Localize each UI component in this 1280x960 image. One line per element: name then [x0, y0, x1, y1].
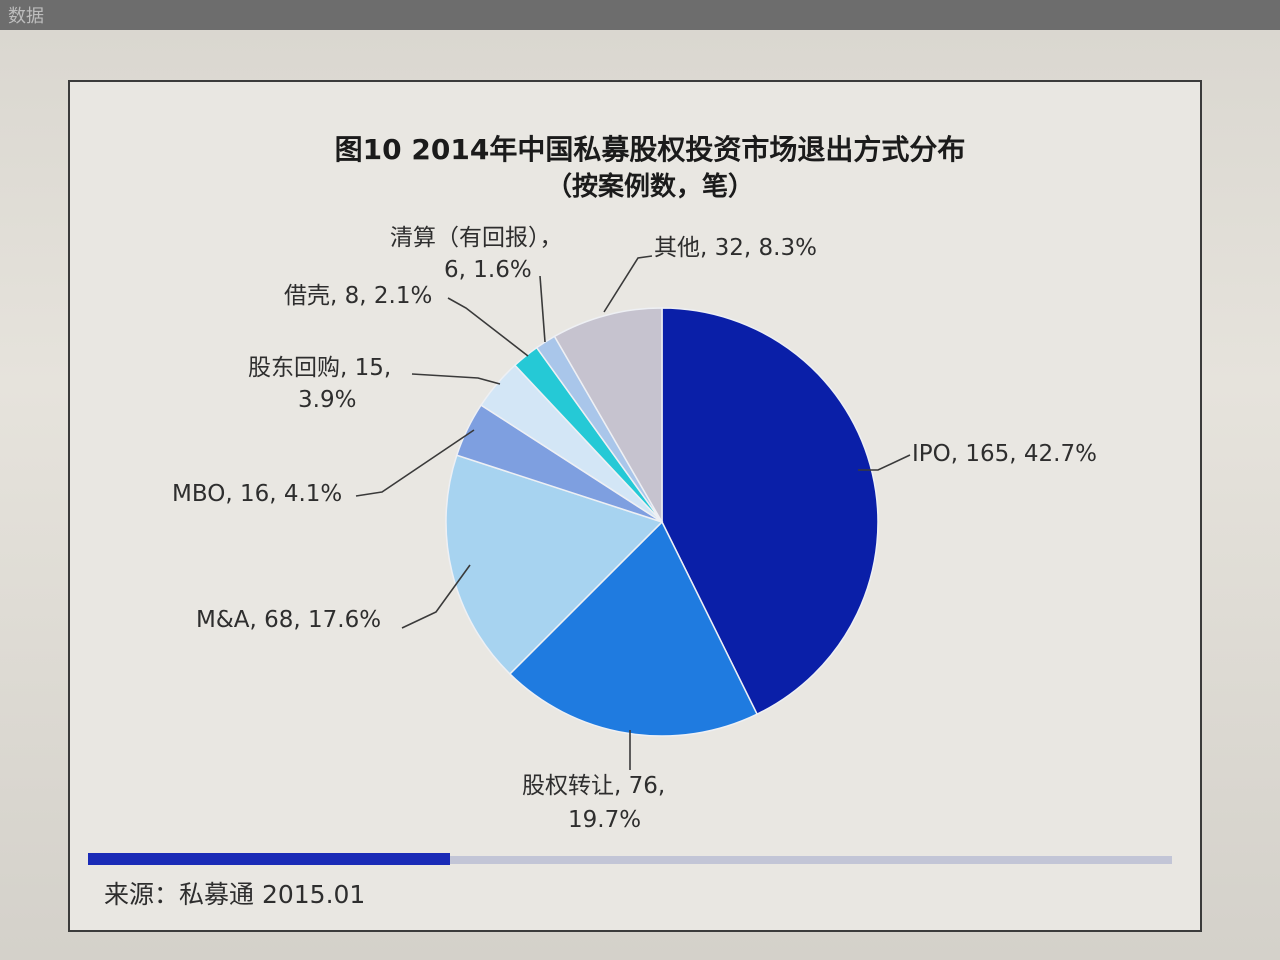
label-ipo: IPO, 165, 42.7%: [912, 441, 1097, 467]
chart-subtitle: （按案例数，笔）: [545, 172, 754, 202]
top-strip: 数据: [0, 0, 1280, 30]
label-buyback-line2: 3.9%: [298, 387, 357, 413]
pie-slice-2: [445, 454, 664, 675]
source-note: 来源：私募通 2015.01: [104, 880, 366, 909]
leader-line-2: [401, 564, 471, 629]
pie-slice-0: [661, 307, 879, 716]
label-liquidation-line1: 清算（有回报），: [390, 225, 563, 251]
label-equity-transfer-line2: 19.7%: [568, 807, 642, 833]
label-mbo: MBO, 16, 4.1%: [172, 481, 343, 507]
footer-rule: [450, 856, 1172, 864]
leader-line-0: [858, 454, 911, 471]
leader-line-4: [411, 373, 501, 385]
label-buyback-line1: 股东回购, 15,: [248, 355, 392, 381]
label-other: 其他, 32, 8.3%: [654, 235, 817, 261]
footer-accent-bar: [88, 853, 450, 865]
leader-line-3: [355, 429, 475, 497]
leader-line-5: [447, 297, 529, 357]
label-backdoor: 借壳, 8, 2.1%: [284, 283, 433, 309]
pie-slice-1: [508, 520, 759, 737]
label-ma: M&A, 68, 17.6%: [196, 607, 382, 633]
label-liquidation-line2: 6, 1.6%: [444, 257, 532, 283]
top-strip-text: 数据: [8, 6, 44, 27]
leader-line-6: [539, 275, 546, 343]
label-equity-transfer-line1: 股权转让, 76,: [522, 773, 666, 799]
chart-title: 图10 2014年中国私募股权投资市场退出方式分布: [334, 133, 966, 166]
leader-line-7: [603, 255, 653, 313]
pie-slice-7: [553, 307, 663, 525]
